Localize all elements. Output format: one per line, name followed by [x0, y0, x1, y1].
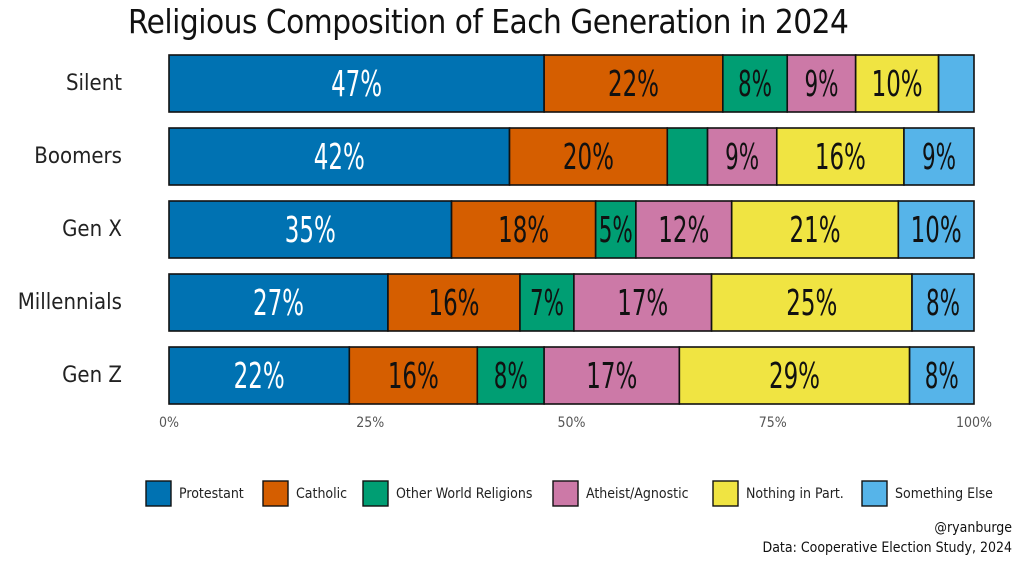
legend-label-catholic: Catholic	[296, 486, 347, 502]
data-label-boomers-something-else: 9%	[922, 137, 956, 178]
x-tick-label: 100%	[956, 415, 992, 431]
data-label-millennials-other-world-religions: 7%	[530, 283, 564, 324]
footer-credit: @ryanburge	[934, 520, 1012, 536]
bar-segment-boomers-nothing-in-part-	[775, 127, 905, 186]
bar-segment-millennials-protestant	[168, 273, 389, 332]
bar-segment-gen-x-protestant	[168, 200, 453, 259]
bars-layer: 47% 22% 8% 9% 10% 42% 20% 9% 16% 9% 35% 18% 5% 12% 21%…	[168, 54, 975, 405]
x-tick-label: 25%	[356, 415, 384, 431]
category-label-gen-z: Gen Z	[62, 363, 122, 388]
bar-segment-gen-x-catholic	[450, 200, 597, 259]
data-label-gen-z-catholic: 16%	[388, 356, 439, 397]
data-label-gen-z-other-world-religions: 8%	[494, 356, 528, 397]
legend-swatch-something-else	[861, 480, 888, 507]
legend-label-nothing-in-part-: Nothing in Part.	[746, 486, 844, 502]
data-label-millennials-nothing-in-part-: 25%	[786, 283, 837, 324]
bar-segment-gen-x-other-world-religions	[594, 200, 637, 259]
bar-segment-boomers-something-else	[903, 127, 975, 186]
data-label-gen-x-protestant: 35%	[285, 210, 336, 251]
data-label-millennials-something-else: 8%	[926, 283, 960, 324]
data-label-gen-x-atheist-agnostic: 12%	[658, 210, 709, 251]
bar-segment-gen-z-catholic	[348, 346, 479, 405]
bar-segment-silent-nothing-in-part-	[854, 54, 940, 113]
bar-segment-gen-x-atheist-agnostic	[635, 200, 733, 259]
bar-segment-boomers-atheist-agnostic	[706, 127, 778, 186]
data-label-boomers-catholic: 20%	[563, 137, 614, 178]
category-label-boomers: Boomers	[34, 144, 122, 169]
data-label-gen-x-other-world-religions: 5%	[599, 210, 633, 251]
category-label-gen-x: Gen X	[62, 217, 122, 242]
data-label-boomers-atheist-agnostic: 9%	[725, 137, 759, 178]
bar-segment-gen-z-something-else	[908, 346, 975, 405]
data-label-silent-nothing-in-part-: 10%	[872, 64, 923, 105]
x-tick-label: 50%	[558, 415, 586, 431]
bar-segment-boomers-other-world-religions	[666, 127, 709, 186]
category-label-silent: Silent	[66, 71, 122, 96]
bar-segment-boomers-protestant	[168, 127, 511, 186]
data-label-millennials-protestant: 27%	[253, 283, 304, 324]
data-label-silent-catholic: 22%	[608, 64, 659, 105]
bar-segment-millennials-nothing-in-part-	[710, 273, 913, 332]
legend: Protestant Catholic Other World Religions A…	[145, 480, 993, 507]
bar-segment-gen-x-nothing-in-part-	[730, 200, 900, 259]
category-label-millennials: Millennials	[18, 290, 122, 315]
bar-segment-silent-something-else	[937, 54, 975, 113]
legend-swatch-atheist-agnostic	[552, 480, 579, 507]
bar-segment-gen-x-something-else	[897, 200, 975, 259]
data-label-gen-x-catholic: 18%	[498, 210, 549, 251]
data-label-millennials-atheist-agnostic: 17%	[617, 283, 668, 324]
bar-segment-millennials-catholic	[387, 273, 521, 332]
x-axis: 0% 25% 50% 75% 100%	[159, 415, 992, 431]
bar-segment-silent-catholic	[543, 54, 724, 113]
legend-label-atheist-agnostic: Atheist/Agnostic	[586, 486, 689, 502]
data-label-gen-x-something-else: 10%	[911, 210, 962, 251]
data-label-boomers-nothing-in-part-: 16%	[815, 137, 866, 178]
legend-label-other-world-religions: Other World Religions	[396, 486, 532, 502]
legend-label-protestant: Protestant	[179, 486, 244, 502]
bar-segment-millennials-other-world-religions	[519, 273, 575, 332]
data-label-silent-protestant: 47%	[331, 64, 382, 105]
data-label-gen-z-something-else: 8%	[925, 356, 959, 397]
chart-title: Religious Composition of Each Generation…	[128, 2, 849, 41]
category-labels: Silent Boomers Gen X Millennials Gen Z	[18, 71, 123, 388]
bar-segment-silent-atheist-agnostic	[786, 54, 857, 113]
bar-segment-silent-other-world-religions	[722, 54, 789, 113]
x-tick-label: 0%	[159, 415, 179, 431]
footer-source: Data: Cooperative Election Study, 2024	[762, 540, 1012, 556]
legend-swatch-protestant	[145, 480, 172, 507]
data-label-silent-other-world-religions: 8%	[738, 64, 772, 105]
data-label-gen-z-atheist-agnostic: 17%	[586, 356, 637, 397]
bar-segment-gen-z-atheist-agnostic	[543, 346, 681, 405]
bar-segment-gen-z-other-world-religions	[476, 346, 545, 405]
x-tick-label: 75%	[759, 415, 787, 431]
data-label-boomers-protestant: 42%	[314, 137, 365, 178]
legend-swatch-other-world-religions	[362, 480, 389, 507]
data-label-millennials-catholic: 16%	[428, 283, 479, 324]
bar-segment-millennials-something-else	[911, 273, 975, 332]
legend-swatch-nothing-in-part-	[712, 480, 739, 507]
bar-segment-gen-z-protestant	[168, 346, 351, 405]
data-label-gen-z-protestant: 22%	[234, 356, 285, 397]
bar-segment-silent-protestant	[168, 54, 545, 113]
legend-label-something-else: Something Else	[895, 486, 993, 502]
data-label-gen-x-nothing-in-part-: 21%	[790, 210, 841, 251]
data-label-gen-z-nothing-in-part-: 29%	[769, 356, 820, 397]
data-label-silent-atheist-agnostic: 9%	[804, 64, 838, 105]
legend-swatch-catholic	[262, 480, 289, 507]
